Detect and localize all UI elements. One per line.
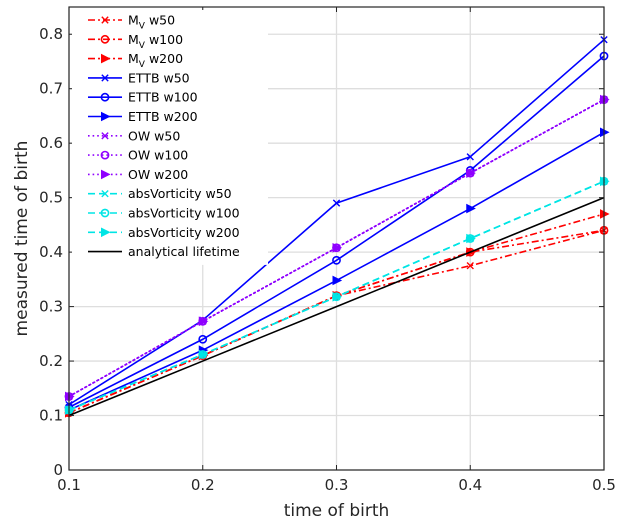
x-axis-label: time of birth — [284, 501, 390, 521]
legend-entry: ETTB w50 — [88, 70, 190, 85]
legend-label: ETTB w200 — [128, 109, 198, 124]
data-point — [332, 199, 341, 207]
legend-label: OW w50 — [128, 128, 180, 143]
y-tick-label: 0.5 — [39, 189, 63, 207]
legend-label: analytical lifetime — [128, 244, 240, 259]
series-line — [68, 213, 605, 414]
legend-label: ETTB w100 — [128, 90, 198, 105]
legend-label: ETTB w50 — [128, 70, 190, 85]
data-point — [198, 316, 209, 327]
legend-entry: absVorticity w50 — [88, 186, 232, 201]
data-point — [332, 242, 343, 253]
data-point — [466, 262, 474, 270]
legend-marker — [101, 16, 109, 24]
x-tick-label: 0.3 — [325, 476, 349, 494]
legend-marker — [101, 74, 109, 82]
y-tick-label: 0.2 — [39, 352, 63, 370]
legend-marker — [101, 132, 109, 140]
legend-label: OW w100 — [128, 148, 188, 163]
legend-marker — [101, 169, 111, 180]
legend-label: MV w100 — [128, 32, 183, 51]
data-point — [466, 203, 476, 214]
y-tick-label: 0.6 — [39, 134, 63, 152]
legend-entry: absVorticity w200 — [88, 225, 240, 240]
y-tick-label: 0 — [53, 461, 63, 479]
legend-label: OW w200 — [128, 167, 188, 182]
legend-marker — [101, 53, 111, 64]
data-point — [332, 291, 343, 302]
x-tick-label: 0.5 — [592, 476, 616, 494]
series-line — [68, 196, 605, 417]
data-point — [466, 153, 474, 161]
legend-entry: OW w200 — [88, 167, 188, 182]
series-group — [64, 35, 610, 418]
x-tick-label: 0.2 — [191, 476, 215, 494]
legend-marker — [100, 34, 110, 44]
legend-entry: ETTB w100 — [88, 90, 198, 105]
legend-marker — [100, 150, 110, 160]
legend-entry: analytical lifetime — [88, 244, 240, 259]
legend-marker — [101, 111, 111, 122]
y-tick-label: 0.8 — [39, 25, 63, 43]
y-tick-label: 0.7 — [39, 80, 63, 98]
legend-label: absVorticity w100 — [128, 206, 240, 221]
data-point — [332, 255, 341, 265]
legend-entry: MV w50 — [88, 13, 175, 32]
legend-entry: OW w50 — [88, 128, 180, 143]
legend-entry: absVorticity w100 — [88, 206, 240, 221]
x-tick-label: 0.4 — [458, 476, 482, 494]
legend-entry: ETTB w200 — [88, 109, 198, 124]
y-axis-label: measured time of birth — [12, 141, 32, 337]
y-tick-label: 0.3 — [39, 298, 63, 316]
legend-label: MV w200 — [128, 51, 183, 70]
data-point — [198, 349, 209, 360]
series-12 — [68, 196, 605, 417]
legend-marker — [100, 92, 110, 102]
legend-box — [72, 10, 268, 265]
series-line — [68, 55, 605, 409]
legend-entry: MV w200 — [88, 51, 183, 70]
legend-marker — [101, 190, 109, 198]
legend-entry: OW w100 — [88, 148, 188, 163]
legend-label: absVorticity w200 — [128, 225, 240, 240]
legend-label: absVorticity w50 — [128, 186, 232, 201]
y-tick-label: 0.1 — [39, 407, 63, 425]
data-point — [466, 168, 476, 178]
y-tick-label: 0.4 — [39, 243, 63, 261]
legend-marker — [101, 227, 111, 238]
x-tick-label: 0.1 — [57, 476, 81, 494]
series-line — [68, 98, 605, 398]
legend-entry: MV w100 — [88, 32, 183, 51]
legend-label: MV w50 — [128, 13, 175, 32]
legend-marker — [100, 208, 110, 218]
data-point — [332, 275, 343, 286]
data-point — [466, 233, 476, 244]
data-point — [198, 334, 208, 344]
